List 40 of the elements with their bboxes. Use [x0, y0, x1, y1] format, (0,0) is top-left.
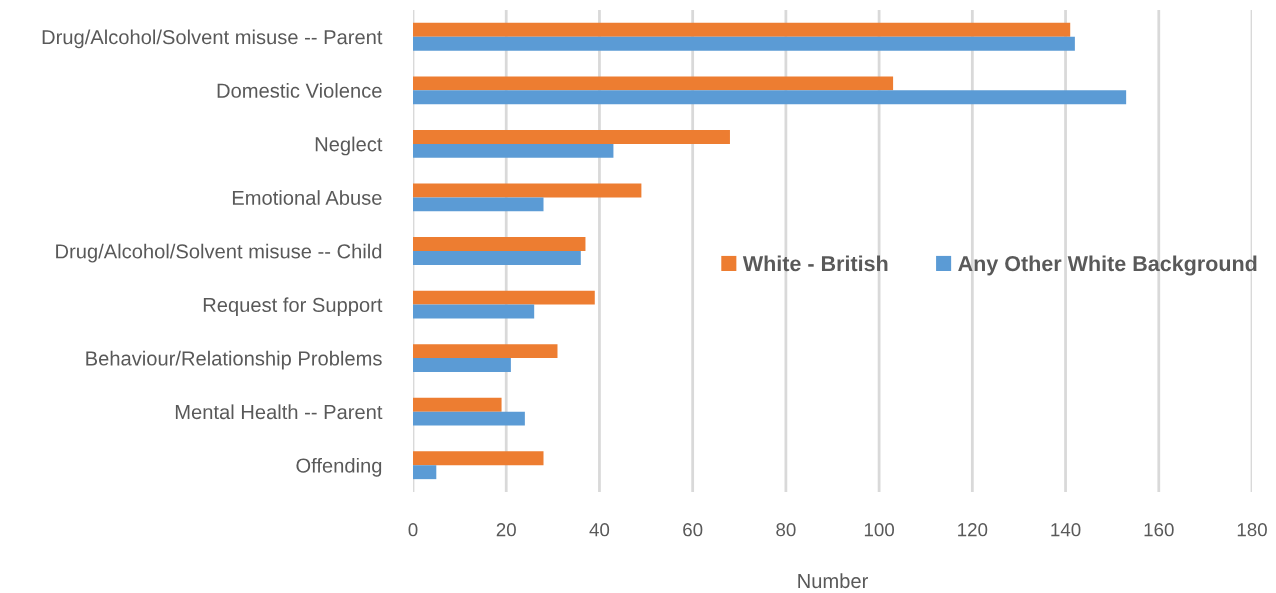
x-axis-title: Number [798, 573, 868, 589]
bar [413, 143, 614, 158]
bar [413, 251, 581, 265]
bar [413, 129, 730, 144]
y-tick-label: Drug/Alcohol/Solvent misuse -- Child [56, 243, 382, 263]
bar [413, 304, 535, 319]
legend-label: White - British [742, 255, 888, 272]
bar [413, 90, 1127, 105]
bar [413, 22, 1071, 37]
x-tick-label: 20 [496, 523, 516, 537]
x-tick-label: 100 [864, 523, 895, 537]
y-tick-label: Domestic Violence [217, 83, 382, 98]
x-tick-label: 0 [408, 523, 418, 537]
legend-label: Any Other White Background [958, 255, 1257, 276]
bar [413, 344, 558, 359]
y-tick-label: Request for Support [203, 297, 383, 317]
x-tick-label: 180 [1237, 523, 1267, 537]
bar [413, 451, 544, 466]
y-tick-label: Offending [296, 457, 382, 477]
bar [413, 36, 1075, 51]
bar [413, 197, 544, 212]
y-tick-label: Neglect [315, 136, 383, 156]
bar [413, 358, 511, 373]
x-tick-label: 160 [1144, 523, 1174, 537]
bar [413, 76, 894, 91]
x-tick-label: 140 [1051, 523, 1081, 537]
y-tick-label: Emotional Abuse [232, 190, 382, 205]
bar [413, 183, 642, 198]
y-tick-label: Drug/Alcohol/Solvent misuse -- Parent [42, 29, 383, 49]
x-tick-label: 60 [683, 523, 703, 537]
bar [413, 465, 437, 480]
bar [413, 397, 502, 412]
y-tick-label: Mental Health -- Parent [175, 404, 383, 420]
bar [413, 290, 595, 305]
x-tick-label: 80 [776, 523, 796, 537]
x-tick-label: 120 [958, 523, 988, 537]
x-tick-label: 40 [589, 523, 610, 537]
bar [413, 411, 525, 426]
y-tick-label: Behaviour/Relationship Problems [86, 350, 382, 370]
bar [413, 237, 586, 251]
